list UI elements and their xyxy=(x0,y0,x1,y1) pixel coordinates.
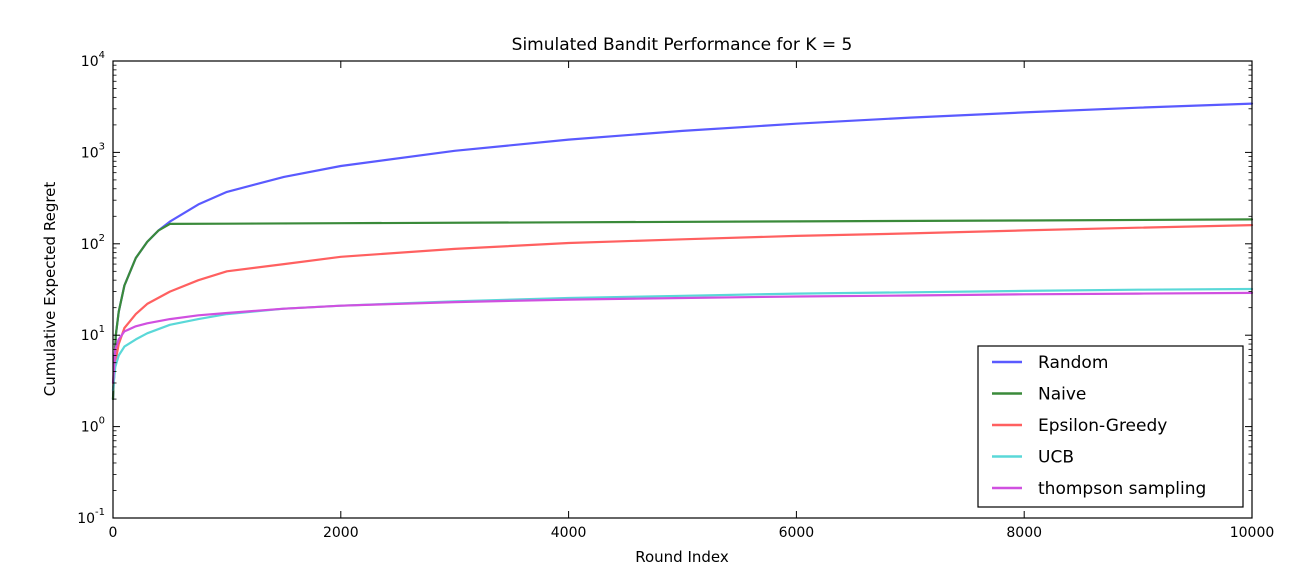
y-tick-label: 104 xyxy=(81,50,105,70)
x-axis-title: Round Index xyxy=(635,548,729,566)
legend-label: Random xyxy=(1038,353,1108,373)
x-tick-label: 0 xyxy=(109,525,118,541)
x-tick-label: 8000 xyxy=(1006,525,1042,541)
y-tick-label: 103 xyxy=(81,141,105,161)
y-axis-title: Cumulative Expected Regret xyxy=(41,182,59,397)
y-tick-label: 101 xyxy=(81,324,105,344)
x-tick-label: 4000 xyxy=(551,525,587,541)
legend-box xyxy=(977,345,1244,508)
legend-label: UCB xyxy=(1038,448,1074,468)
legend: Random Naive Epsilon-Greedy UCB thompson sam… xyxy=(977,345,1244,508)
x-tick-label: 10000 xyxy=(1230,525,1275,541)
y-tick-label: 102 xyxy=(81,233,105,253)
y-tick-label: 10-1 xyxy=(77,507,105,527)
chart-title: Simulated Bandit Performance for K = 5 xyxy=(512,35,853,55)
legend-label: Epsilon-Greedy xyxy=(1038,416,1167,436)
y-tick-label: 100 xyxy=(81,416,105,436)
series-line-2 xyxy=(111,224,1254,392)
legend-label: thompson sampling xyxy=(1038,479,1206,499)
x-tick-label: 6000 xyxy=(779,525,815,541)
legend-label: Naive xyxy=(1038,385,1086,405)
series-line-4 xyxy=(111,291,1254,385)
x-tick-label: 2000 xyxy=(323,525,359,541)
plot-area xyxy=(112,60,1253,519)
series-line-1 xyxy=(111,218,1254,401)
